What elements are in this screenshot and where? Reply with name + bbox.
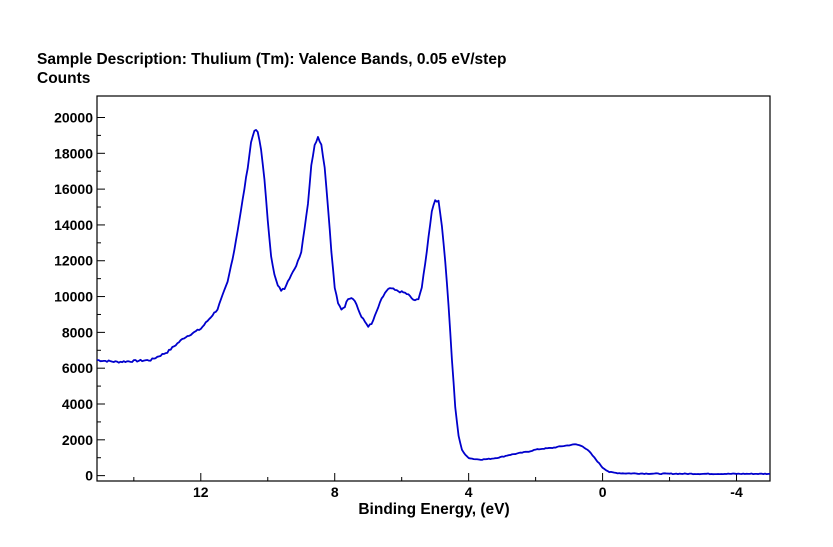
x-tick-label: 12 [193,484,209,500]
y-tick-label: 18000 [54,145,93,161]
x-tick-label: 8 [331,484,339,500]
x-axis-label: Binding Energy, (eV) [358,501,509,518]
y-tick-label: 8000 [62,324,93,340]
x-axis-ticks: 12 8 4 0 -4 [133,473,743,500]
y-tick-label: 10000 [54,289,93,305]
y-axis-label: Counts [37,70,90,87]
plot-frame [96,95,771,482]
y-tick-label: 2000 [62,432,93,448]
y-tick-label: 14000 [54,217,93,233]
x-tick-label: 0 [599,484,607,500]
y-tick-label: 6000 [62,360,93,376]
y-tick-label: 0 [85,468,93,484]
y-tick-label: 20000 [54,109,93,125]
chart-title: Sample Description: Thulium (Tm): Valenc… [37,51,506,68]
series-line-valence-bands [96,129,771,476]
x-tick-label: -4 [730,484,743,500]
y-axis-ticks: 0 2000 4000 6000 8000 10000 12000 14000 16000 180… [54,109,105,484]
y-tick-label: 4000 [62,396,93,412]
y-tick-label: 12000 [54,253,93,269]
x-tick-label: 4 [465,484,473,500]
y-tick-label: 16000 [54,181,93,197]
